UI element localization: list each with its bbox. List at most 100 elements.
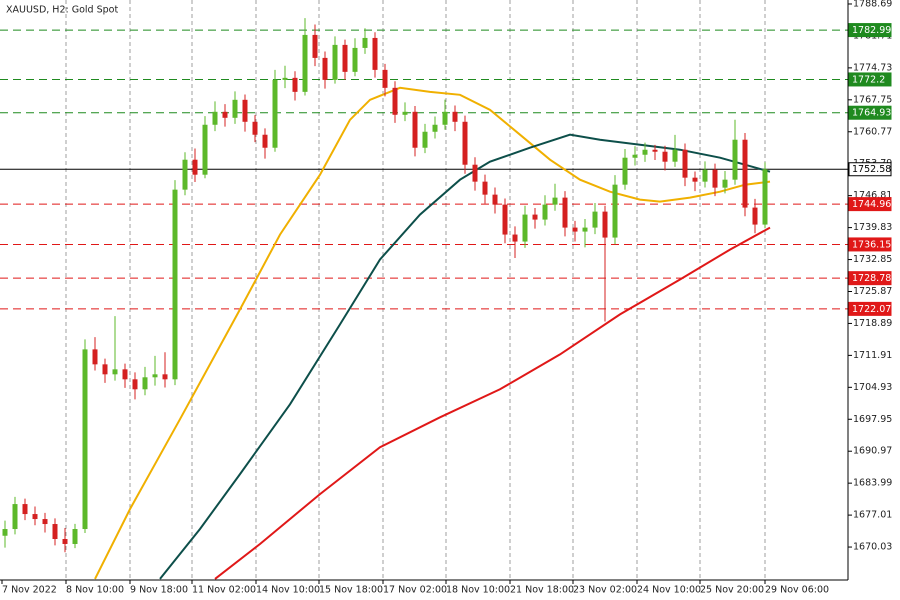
candle-body [322,57,328,80]
candle-body [102,364,108,375]
candle-body [492,194,498,205]
x-tick-label: 21 Nov 18:00 [510,585,574,596]
candle-body [232,99,238,118]
level-label-box [848,162,892,177]
candle-body [132,379,138,390]
candle-body [432,124,438,132]
candle-body [332,44,338,80]
y-tick-label: 1732.85 [853,254,892,265]
candle-body [372,37,378,70]
y-tick-label: 1718.89 [853,318,892,329]
candle-body [592,211,598,228]
moving-average [214,226,771,580]
candle-body [622,157,628,185]
candle-body [532,214,538,220]
candle-body [342,44,348,72]
candle-body [32,514,38,520]
candle-body [712,169,718,188]
candle-body [562,197,568,228]
x-tick-label: 9 Nov 18:00 [130,585,188,596]
candle-body [732,139,738,180]
candle-body [442,111,448,125]
level-label: 1728.78 [852,273,891,284]
candle-body [262,134,268,148]
y-tick-label: 1697.95 [853,414,892,425]
candle-body [552,197,558,205]
candle-body [172,189,178,380]
candle-body [52,524,58,539]
candle-body [122,369,128,380]
candle-body [302,34,308,92]
x-tick-label: 15 Nov 18:00 [319,585,383,596]
y-tick-label: 1788.69 [853,0,892,9]
candle-body [82,349,88,530]
candle-body [412,111,418,148]
candle-body [762,169,768,225]
candle-body [602,211,608,238]
candle-body [92,349,98,365]
candle-body [392,87,398,115]
candle-body [502,204,508,235]
candle-body [192,159,198,175]
level-label: 1752.58 [852,164,891,175]
candle-body [642,149,648,155]
level-label: 1782.99 [852,25,891,36]
level-label: 1772.2 [852,74,885,85]
candle-body [482,181,488,195]
y-tick-label: 1760.77 [853,126,892,137]
level-label-box [848,301,892,316]
candle-body [542,204,548,220]
y-tick-label: 1711.91 [853,350,892,361]
candle-body [202,124,208,175]
x-tick-label: 8 Nov 10:00 [66,585,124,596]
candle-body [652,149,658,152]
level-label: 1736.15 [852,239,891,250]
candle-body [142,377,148,390]
x-tick-label: 24 Nov 10:00 [637,585,701,596]
candle-body [222,111,228,118]
candle-body [752,207,758,225]
y-tick-label: 1670.03 [853,542,892,553]
level-label-box [848,72,892,87]
y-tick-label: 1690.97 [853,446,892,457]
candle-body [632,154,638,158]
level-label-box [848,237,892,252]
candle-body [472,164,478,182]
candle-body [12,504,18,530]
candle-body [672,149,678,162]
y-tick-label: 1767.75 [853,94,892,105]
candle-body [692,177,698,182]
candle-body [282,77,288,80]
candle-body [242,99,248,122]
y-tick-label: 1704.93 [853,382,892,393]
candle-body [422,131,428,148]
chart-title: XAUUSD, H2: Gold Spot [6,5,118,16]
candle-body [362,37,368,48]
candle-body [272,79,278,148]
moving-average [94,86,771,580]
x-tick-label: 14 Nov 10:00 [256,585,320,596]
x-tick-label: 17 Nov 02:00 [383,585,447,596]
level-label-box [848,105,892,120]
candle-body [72,529,78,544]
x-tick-label: 29 Nov 06:00 [765,585,829,596]
y-tick-label: 1677.01 [853,510,892,521]
candle-body [292,77,298,92]
x-tick-label: 25 Nov 20:00 [700,585,764,596]
y-tick-label: 1774.73 [853,62,892,73]
candle-body [162,374,168,380]
candle-body [402,111,408,115]
candle-body [702,169,708,182]
candle-body [22,504,28,515]
candle-body [662,151,668,162]
level-label: 1722.07 [852,304,891,315]
level-label: 1764.93 [852,108,891,119]
candle-body [572,227,578,232]
candle-body [152,374,158,378]
candle-body [512,234,518,242]
candle-body [452,111,458,122]
candle-body [212,111,218,125]
x-tick-label: 23 Nov 02:00 [573,585,637,596]
